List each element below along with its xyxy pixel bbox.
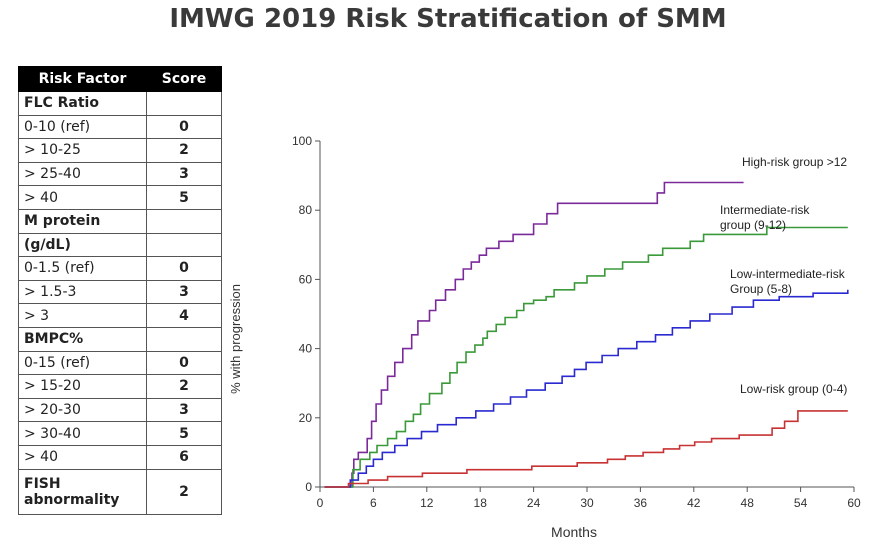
x-tick-label: 54 bbox=[794, 496, 808, 510]
x-tick-label: 0 bbox=[317, 496, 324, 510]
table-row: > 1.5-3 3 bbox=[18, 279, 222, 305]
risk-score-table: Risk Factor Score FLC Ratio 0-10 (ref) 0 > … bbox=[18, 66, 222, 515]
y-axis-label: % with progression bbox=[228, 284, 243, 394]
y-tick-label: 20 bbox=[299, 411, 313, 425]
score-cell: 6 bbox=[146, 444, 222, 470]
table-row: > 40 6 bbox=[18, 444, 222, 470]
y-tick-label: 100 bbox=[292, 134, 312, 148]
risk-factor-cell: > 40 bbox=[18, 444, 147, 470]
risk-factor-cell: FLC Ratio bbox=[18, 91, 147, 116]
score-cell: 3 bbox=[146, 161, 222, 187]
x-tick-label: 18 bbox=[474, 496, 488, 510]
header-risk-factor: Risk Factor bbox=[18, 66, 147, 92]
risk-factor-cell: 0-1.5 (ref) bbox=[18, 256, 147, 281]
table-row: 0-10 (ref) 0 bbox=[18, 114, 222, 140]
score-cell bbox=[146, 232, 222, 258]
series-line-0 bbox=[324, 181, 744, 488]
score-cell: 5 bbox=[146, 421, 222, 446]
series-label-3: Low-risk group (0-4) bbox=[740, 382, 847, 396]
risk-factor-cell: 0-15 (ref) bbox=[18, 350, 147, 376]
risk-factor-cell: > 30-40 bbox=[18, 421, 147, 446]
score-cell bbox=[146, 326, 222, 352]
score-cell: 0 bbox=[146, 350, 222, 376]
series-label-2: Low-intermediate-risk Group (5-8) bbox=[730, 267, 846, 296]
x-tick-label: 36 bbox=[634, 496, 648, 510]
table-row: > 15-20 2 bbox=[18, 374, 222, 399]
series-label-0: High-risk group >12 bbox=[742, 155, 847, 169]
table-header-row: Risk Factor Score bbox=[18, 66, 222, 92]
risk-factor-cell: M protein bbox=[18, 208, 147, 234]
score-cell: 5 bbox=[146, 185, 222, 210]
series-line-2 bbox=[324, 289, 849, 488]
risk-factor-cell: FISH abnormality bbox=[18, 468, 147, 515]
score-cell: 0 bbox=[146, 256, 222, 281]
x-tick-label: 48 bbox=[741, 496, 755, 510]
x-tick-label: 12 bbox=[420, 496, 434, 510]
table-section-row: M protein bbox=[18, 208, 222, 234]
table-row: 0-1.5 (ref) 0 bbox=[18, 256, 222, 281]
score-cell: 3 bbox=[146, 397, 222, 423]
x-tick-label: 24 bbox=[527, 496, 541, 510]
table-row: > 20-30 3 bbox=[18, 397, 222, 423]
risk-factor-cell: (g/dL) bbox=[18, 232, 147, 258]
score-cell: 4 bbox=[146, 303, 222, 328]
table-section-row: FLC Ratio bbox=[18, 91, 222, 116]
risk-factor-cell: > 40 bbox=[18, 185, 147, 210]
score-cell: 2 bbox=[146, 374, 222, 399]
risk-factor-cell: > 25-40 bbox=[18, 161, 147, 187]
score-cell: 2 bbox=[146, 468, 222, 515]
series-label-1: Intermediate-risk group (9-12) bbox=[720, 203, 810, 232]
chart-axes: 0 6 12 18 24 30 36 42 48 54 60 0 20 40 60 80 100 bbox=[292, 134, 861, 510]
x-tick-label: 6 bbox=[370, 496, 377, 510]
score-cell bbox=[146, 91, 222, 116]
series-line-3 bbox=[324, 410, 848, 488]
header-score: Score bbox=[146, 66, 222, 92]
y-tick-label: 40 bbox=[299, 342, 313, 356]
score-cell: 0 bbox=[146, 114, 222, 140]
chart-series bbox=[324, 181, 849, 488]
risk-factor-cell: 0-10 (ref) bbox=[18, 114, 147, 140]
score-cell: 3 bbox=[146, 279, 222, 305]
risk-table-body: FLC Ratio 0-10 (ref) 0 > 10-25 2 > 25-40 3 > 4… bbox=[18, 91, 222, 515]
risk-factor-cell: > 1.5-3 bbox=[18, 279, 147, 305]
score-cell: 2 bbox=[146, 138, 222, 163]
y-tick-label: 80 bbox=[299, 203, 313, 217]
x-tick-label: 30 bbox=[580, 496, 594, 510]
page-title: IMWG 2019 Risk Stratification of SMM bbox=[169, 4, 727, 34]
table-row: 0-15 (ref) 0 bbox=[18, 350, 222, 376]
series-line-1 bbox=[324, 226, 848, 488]
risk-factor-cell: > 20-30 bbox=[18, 397, 147, 423]
series-labels: High-risk group >12 Intermediate-risk grou… bbox=[720, 155, 847, 396]
x-tick-label: 42 bbox=[687, 496, 701, 510]
risk-factor-cell: > 15-20 bbox=[18, 374, 147, 399]
table-row: > 10-25 2 bbox=[18, 138, 222, 163]
table-section-row: (g/dL) bbox=[18, 232, 222, 258]
y-tick-label: 60 bbox=[299, 272, 313, 286]
y-tick-label: 0 bbox=[305, 480, 312, 494]
x-tick-label: 60 bbox=[847, 496, 861, 510]
table-row: > 40 5 bbox=[18, 185, 222, 210]
risk-factor-cell: > 3 bbox=[18, 303, 147, 328]
risk-factor-cell: > 10-25 bbox=[18, 138, 147, 163]
table-section-row: BMPC% bbox=[18, 326, 222, 352]
x-axis-label: Months bbox=[551, 524, 597, 540]
risk-factor-cell: BMPC% bbox=[18, 326, 147, 352]
table-section-row: FISH abnormality 2 bbox=[18, 468, 222, 515]
table-row: > 30-40 5 bbox=[18, 421, 222, 446]
table-row: > 25-40 3 bbox=[18, 161, 222, 187]
score-cell bbox=[146, 208, 222, 234]
